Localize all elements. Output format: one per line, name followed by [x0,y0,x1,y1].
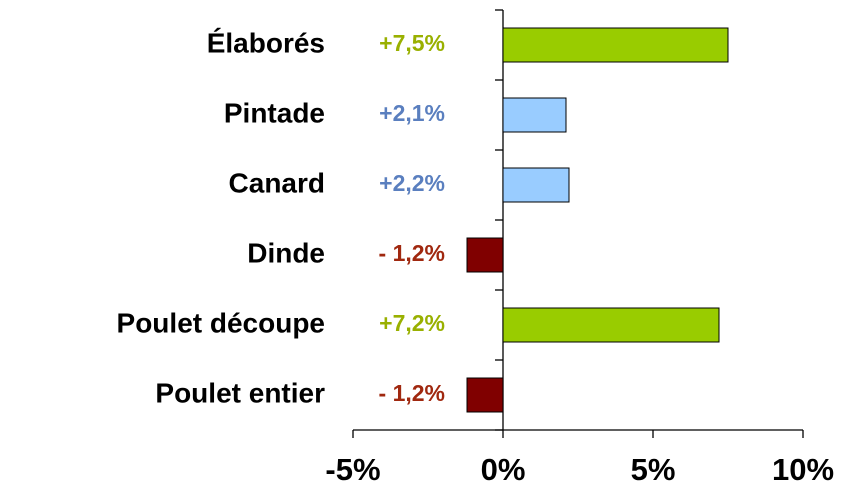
category-label: Canard [229,167,325,198]
bar [502,97,567,133]
value-label: - 1,2% [379,380,445,406]
category-label: Poulet découpe [117,307,325,338]
x-tick-label: -5% [325,452,380,487]
bar [502,27,729,63]
bar [466,377,504,413]
category-label: Poulet entier [155,377,325,408]
bar [466,237,504,273]
x-tick-label: 0% [481,452,526,487]
category-label: Dinde [247,237,325,268]
category-label: Pintade [224,97,325,128]
category-label: Élaborés [207,27,325,58]
bar [502,167,570,203]
x-tick-label: 5% [631,452,676,487]
value-label: +7,2% [379,310,445,336]
value-label: +2,1% [379,100,445,126]
x-tick-label: 10% [772,452,834,487]
value-label: - 1,2% [379,240,445,266]
value-label: +7,5% [379,30,445,56]
value-label: +2,2% [379,170,445,196]
bar [502,307,720,343]
